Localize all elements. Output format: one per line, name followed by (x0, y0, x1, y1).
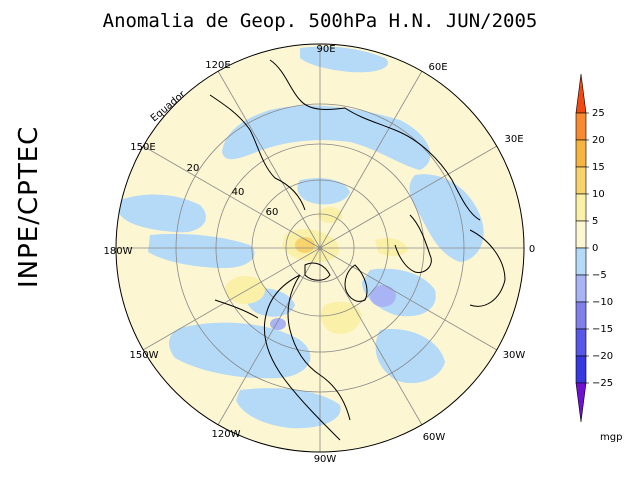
map-outline (115, 43, 525, 453)
colorbar-tick-label: −10 (592, 297, 613, 308)
colorbar-segment (575, 382, 587, 423)
strong-negative-anomaly (370, 285, 396, 307)
meridians (116, 44, 524, 452)
colorbar-tick-label: −15 (592, 324, 613, 335)
negative-anomaly-region (375, 329, 445, 384)
strong-positive-anomaly (295, 237, 315, 253)
positive-anomaly-region (375, 238, 408, 257)
positive-anomaly-region (225, 276, 265, 304)
positive-anomaly-region (318, 207, 342, 223)
colorbar-segment (575, 112, 587, 141)
arctic-islands (304, 262, 331, 281)
meridian-60w (319, 247, 423, 426)
latitude-label-20: 20 (187, 163, 200, 174)
positive-anomaly-region (320, 301, 362, 335)
colorbar-tick-label: 25 (592, 108, 605, 119)
colorbar-segment (575, 166, 587, 195)
meridian-150w (142, 247, 321, 351)
negative-anomaly-region (300, 46, 389, 73)
colorbar-tick-label: 15 (592, 162, 605, 173)
meridian-120e (217, 70, 321, 249)
negative-anomaly-region (409, 174, 484, 262)
africa-coast (469, 229, 506, 307)
colorbar-segment (575, 328, 587, 357)
coastlines (209, 59, 506, 441)
strong-negative-anomaly (270, 318, 286, 330)
west-america-coast (263, 274, 341, 441)
negative-anomaly-region (118, 194, 206, 233)
longitude-label-30w: 30W (503, 350, 526, 361)
negative-anomaly-region (297, 178, 350, 205)
colorbar-tick-label: −20 (592, 351, 613, 362)
colorbar-tick-label: 0 (592, 243, 598, 254)
colorbar-segment (575, 247, 587, 276)
negative-anomaly-region (222, 105, 431, 170)
europe-coast (394, 214, 432, 274)
colorbar: 25 20 15 10 5 0 −5 −10 −15 −20 −25 (575, 73, 613, 423)
north-america-coast (287, 274, 351, 421)
colorbar-units: mgp (600, 432, 623, 443)
longitude-label-180w: 180W (104, 246, 133, 257)
colorbar-segment (575, 139, 587, 168)
longitude-label-90e: 90E (316, 44, 335, 55)
asia-coast (269, 59, 481, 221)
colorbar-segment (575, 73, 587, 114)
colorbar-segment (575, 301, 587, 330)
longitude-label-60w: 60W (423, 432, 446, 443)
map-title: Anomalia de Geop. 500hPa H.N. JUN/2005 (102, 10, 538, 32)
negative-anomaly-region (148, 233, 255, 268)
meridian-30e (319, 145, 498, 249)
colorbar-tick-label: 10 (592, 189, 605, 200)
longitude-label-60e: 60E (428, 62, 447, 73)
longitude-label-150w: 150W (130, 350, 159, 361)
east-asia-coast (209, 94, 306, 211)
longitude-label-30e: 30E (504, 134, 523, 145)
colorbar-segment (575, 355, 587, 384)
meridian-30w (319, 247, 498, 351)
longitude-label-90w: 90W (314, 454, 337, 465)
longitude-label-150e: 150E (130, 142, 155, 153)
colorbar-segment (575, 193, 587, 222)
longitude-label-120e: 120E (205, 60, 230, 71)
colorbar-tick-label: −5 (592, 270, 607, 281)
longitude-label-120w: 120W (212, 429, 241, 440)
colorbar-tick-label: 5 (592, 216, 598, 227)
colorbar-tick-label: 20 (592, 135, 605, 146)
greenland-coast (344, 264, 368, 302)
latitude-label-40: 40 (232, 187, 245, 198)
colorbar-segment (575, 220, 587, 249)
alaska-coast (214, 299, 259, 319)
colorbar-segment (575, 274, 587, 303)
meridian-150e (142, 145, 321, 249)
meridian-60e (319, 70, 423, 249)
colorbar-tick-label: −25 (592, 378, 613, 389)
latitude-label-60: 60 (266, 207, 279, 218)
negative-anomaly-region (236, 388, 341, 429)
meridian-120w (217, 247, 321, 426)
longitude-label-0: 0 (529, 244, 535, 255)
